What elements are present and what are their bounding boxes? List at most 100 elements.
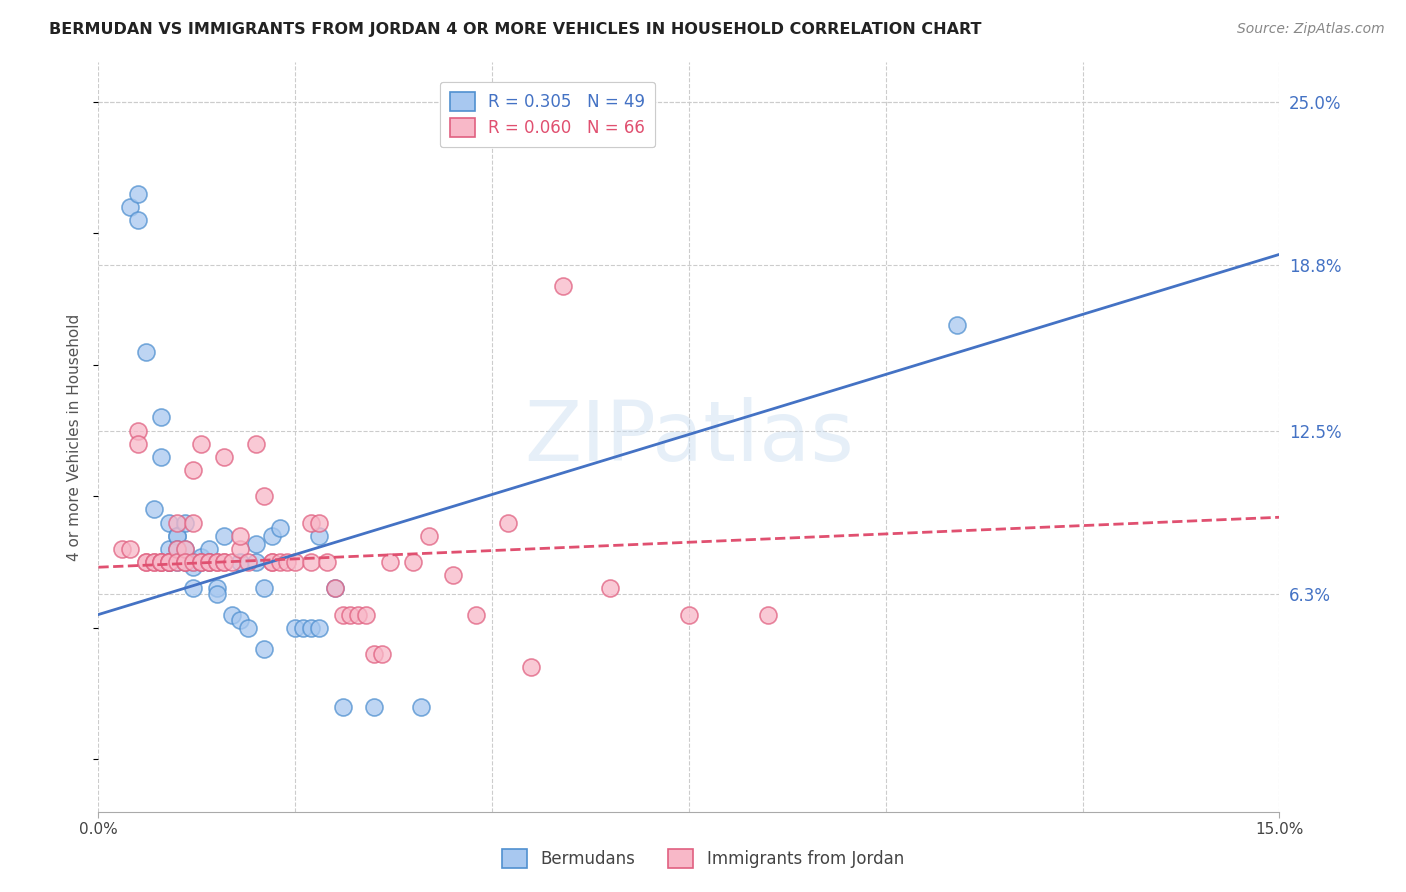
Point [756, 607, 779, 622]
Point [308, 621, 330, 635]
Point [157, 555, 180, 569]
Point [308, 516, 330, 530]
Point [118, 200, 141, 214]
Point [214, 555, 236, 569]
Point [157, 541, 180, 556]
Point [190, 549, 212, 564]
Point [347, 607, 370, 622]
Y-axis label: 4 or more Vehicles in Household: 4 or more Vehicles in Household [67, 313, 83, 561]
Point [190, 436, 212, 450]
Point [197, 555, 219, 569]
Point [197, 541, 219, 556]
Point [418, 529, 440, 543]
Point [371, 647, 394, 661]
Point [284, 621, 307, 635]
Point [945, 318, 967, 333]
Point [166, 529, 188, 543]
Point [174, 555, 197, 569]
Point [150, 450, 173, 464]
Point [221, 555, 243, 569]
Point [174, 555, 197, 569]
Point [166, 555, 188, 569]
Point [181, 555, 204, 569]
Point [245, 436, 267, 450]
Point [332, 607, 354, 622]
Point [150, 555, 173, 569]
Text: Source: ZipAtlas.com: Source: ZipAtlas.com [1237, 22, 1385, 37]
Point [236, 621, 259, 635]
Point [339, 607, 361, 622]
Point [253, 641, 276, 656]
Point [276, 555, 298, 569]
Point [166, 541, 188, 556]
Point [197, 555, 219, 569]
Point [205, 581, 228, 595]
Point [496, 516, 519, 530]
Point [181, 555, 204, 569]
Point [332, 699, 354, 714]
Point [599, 581, 621, 595]
Point [150, 555, 173, 569]
Legend: Bermudans, Immigrants from Jordan: Bermudans, Immigrants from Jordan [495, 842, 911, 875]
Point [402, 555, 425, 569]
Point [229, 529, 252, 543]
Point [157, 555, 180, 569]
Legend: R = 0.305   N = 49, R = 0.060   N = 66: R = 0.305 N = 49, R = 0.060 N = 66 [440, 82, 655, 147]
Point [174, 541, 197, 556]
Point [363, 699, 385, 714]
Point [214, 450, 236, 464]
Point [229, 541, 252, 556]
Point [214, 555, 236, 569]
Point [111, 541, 134, 556]
Point [142, 502, 165, 516]
Point [245, 555, 267, 569]
Point [157, 555, 180, 569]
Point [127, 424, 149, 438]
Point [150, 410, 173, 425]
Point [181, 516, 204, 530]
Point [253, 581, 276, 595]
Point [292, 621, 315, 635]
Point [245, 536, 267, 550]
Point [157, 516, 180, 530]
Point [308, 529, 330, 543]
Point [205, 586, 228, 600]
Point [174, 555, 197, 569]
Point [378, 555, 401, 569]
Point [174, 541, 197, 556]
Point [166, 516, 188, 530]
Point [166, 555, 188, 569]
Point [205, 555, 228, 569]
Point [299, 621, 322, 635]
Point [166, 541, 188, 556]
Point [269, 555, 291, 569]
Point [181, 463, 204, 477]
Point [260, 555, 283, 569]
Point [135, 555, 157, 569]
Point [157, 555, 180, 569]
Point [157, 555, 180, 569]
Point [174, 516, 197, 530]
Point [135, 555, 157, 569]
Point [127, 213, 149, 227]
Point [354, 607, 377, 622]
Point [205, 555, 228, 569]
Point [150, 555, 173, 569]
Point [284, 555, 307, 569]
Point [181, 560, 204, 574]
Point [197, 555, 219, 569]
Point [214, 529, 236, 543]
Point [465, 607, 488, 622]
Point [190, 555, 212, 569]
Point [551, 279, 574, 293]
Point [135, 344, 157, 359]
Point [181, 581, 204, 595]
Point [323, 581, 346, 595]
Point [127, 186, 149, 201]
Point [127, 436, 149, 450]
Point [299, 555, 322, 569]
Point [260, 555, 283, 569]
Point [253, 489, 276, 503]
Point [363, 647, 385, 661]
Point [299, 516, 322, 530]
